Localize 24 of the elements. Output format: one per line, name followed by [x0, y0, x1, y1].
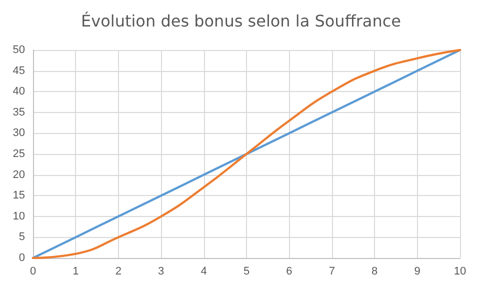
- y-tick-label: 30: [12, 127, 25, 140]
- chart-title: Évolution des bonus selon la Souffrance: [80, 12, 402, 30]
- x-tick-label: 10: [454, 266, 466, 278]
- x-tick-label: 0: [30, 266, 36, 278]
- x-tick-label: 3: [158, 266, 164, 278]
- y-tick-label: 0: [18, 252, 25, 264]
- y-tick-label: 35: [12, 106, 25, 118]
- x-tick-label: 5: [243, 266, 250, 278]
- y-tick-label: 10: [12, 210, 25, 222]
- x-tick-label: 1: [72, 266, 79, 278]
- x-tick-label: 6: [286, 266, 292, 278]
- line-series: [32, 48, 462, 260]
- y-tick-label: 25: [12, 148, 25, 160]
- y-tick-label: 50: [12, 44, 25, 56]
- y-tick-label: 45: [12, 64, 25, 77]
- x-tick-label: 2: [115, 266, 122, 278]
- y-tick-label: 15: [12, 190, 25, 202]
- y-tick-label: 20: [12, 168, 25, 181]
- y-tick-label: 5: [18, 231, 25, 244]
- x-tick-label: 8: [372, 266, 378, 278]
- x-tick-label: 4: [200, 266, 207, 278]
- y-tick-label: 40: [12, 86, 25, 98]
- x-tick-label: 9: [414, 266, 420, 278]
- x-tick-label: 7: [328, 266, 335, 278]
